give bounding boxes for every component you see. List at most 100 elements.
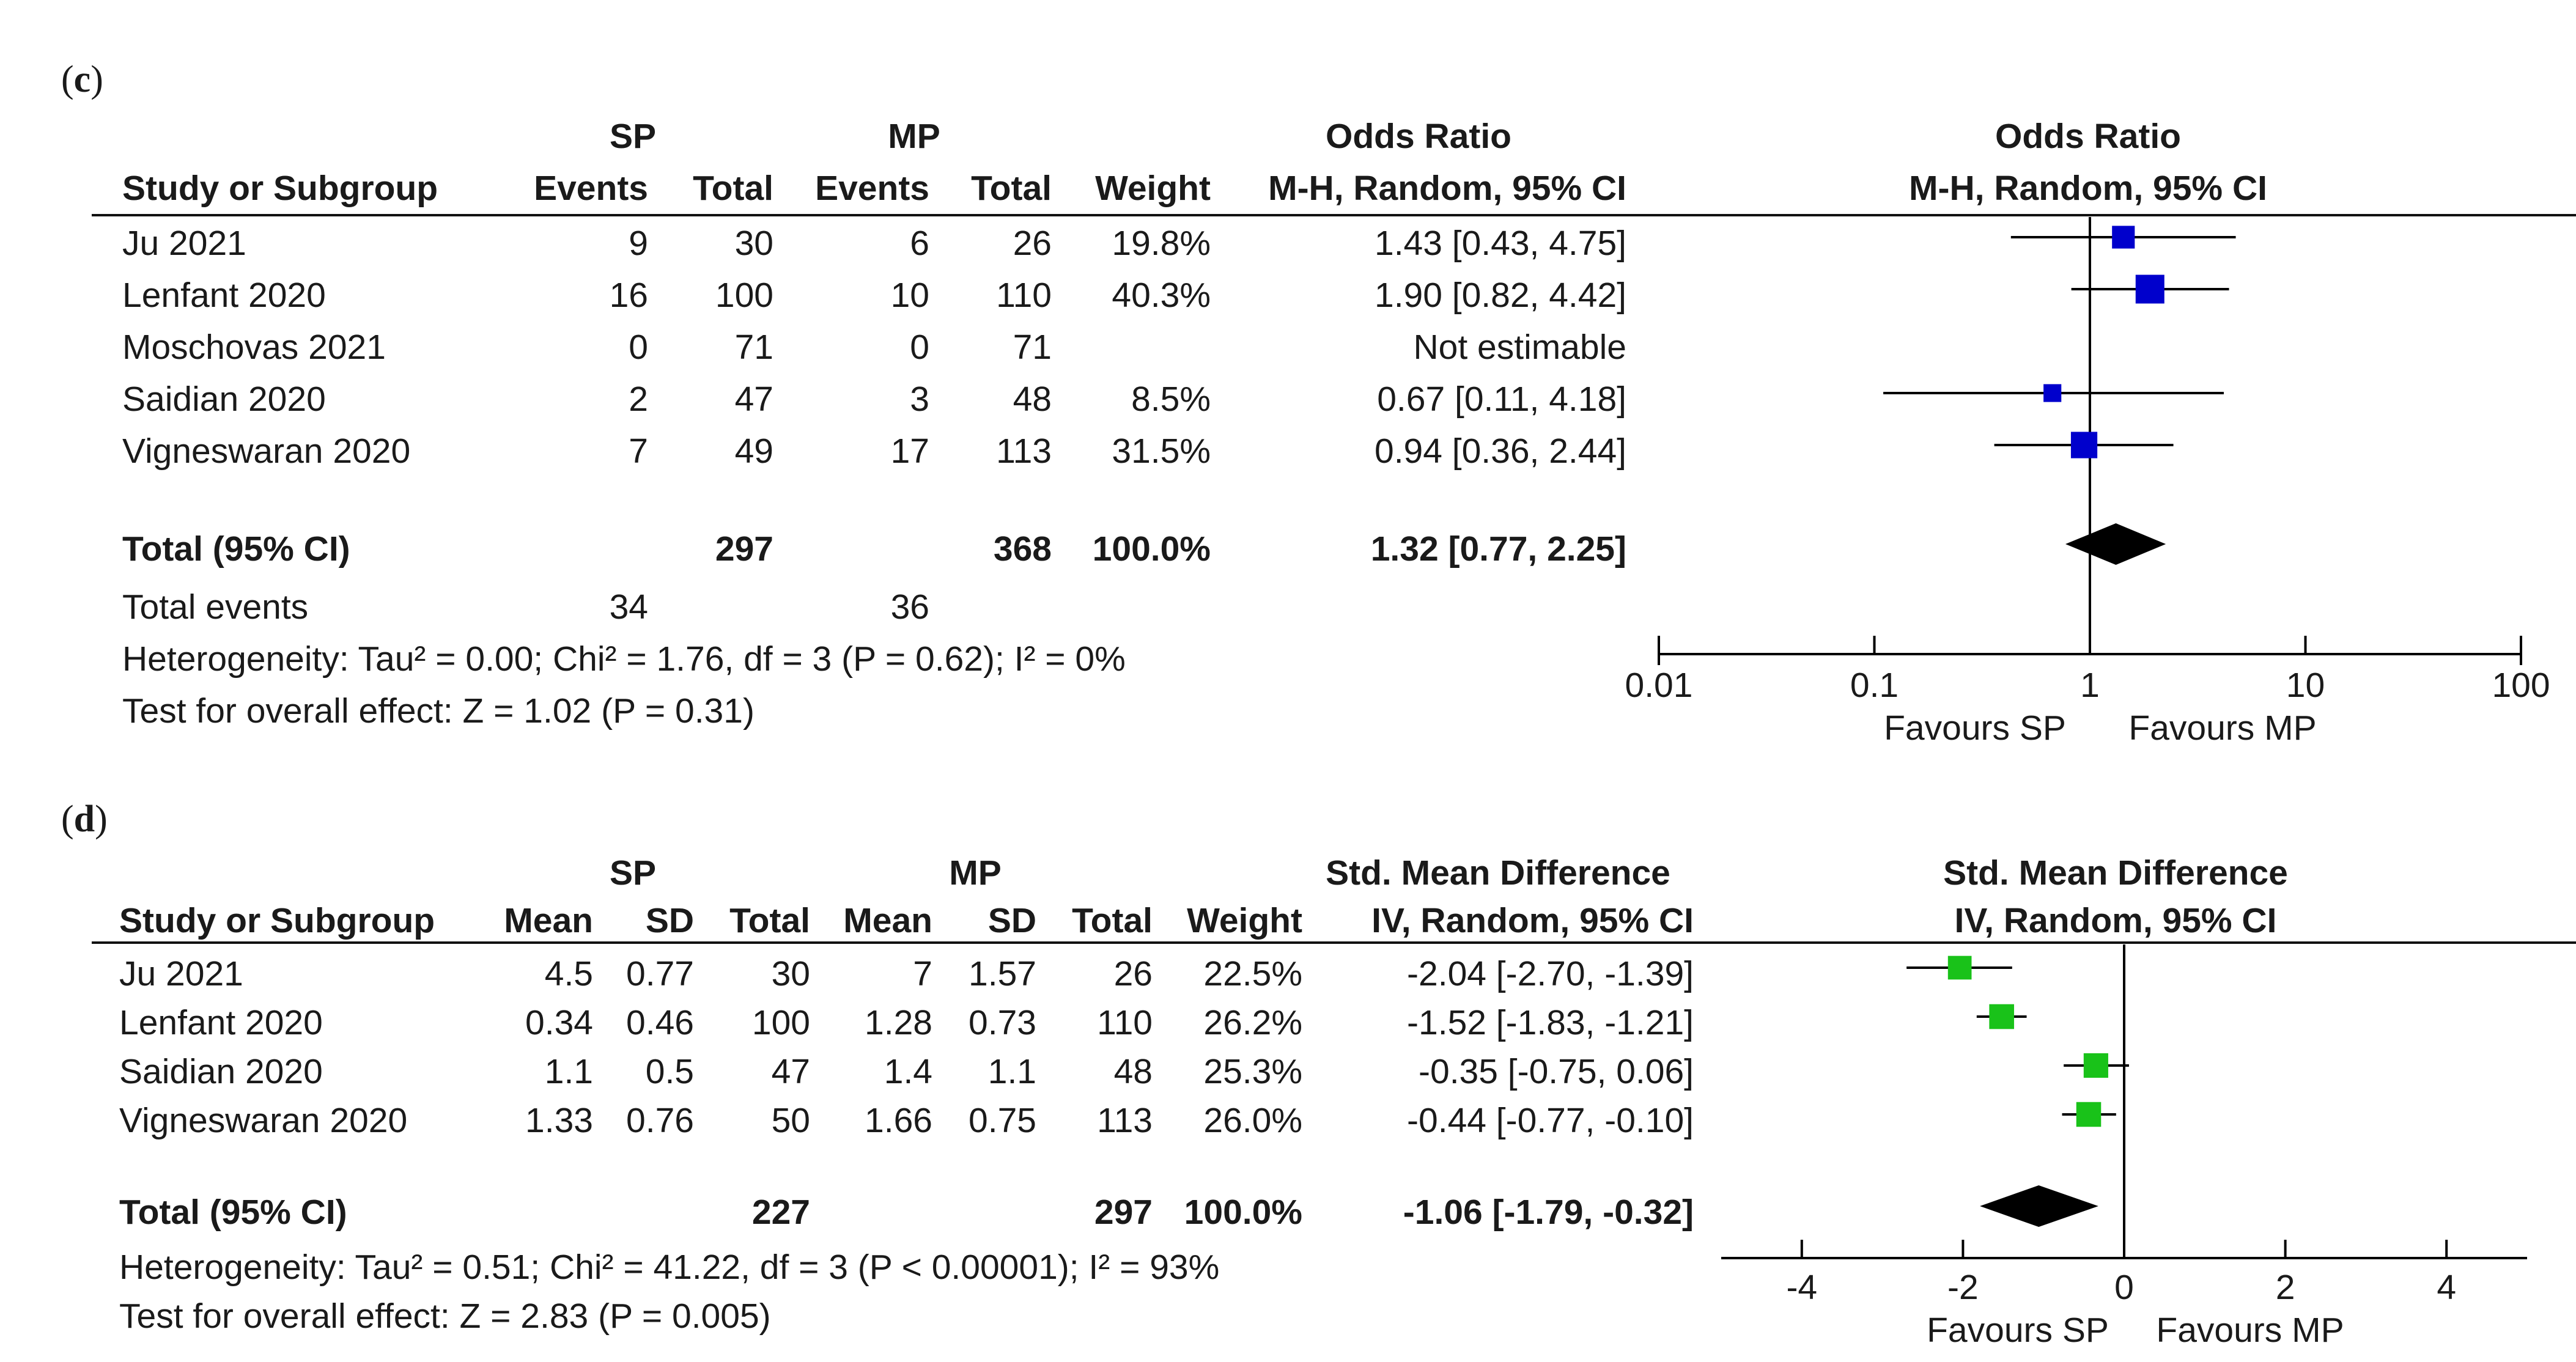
c-row-n2: 71 xyxy=(1013,328,1052,367)
c-effect-method: M-H, Random, 95% CI xyxy=(1268,169,1626,208)
d-row-weight: 26.0% xyxy=(1203,1101,1302,1140)
d-col-mean-1: Mean xyxy=(504,901,593,940)
c-row-n1: 30 xyxy=(734,224,773,263)
d-row-n2: 113 xyxy=(1097,1101,1153,1140)
c-row-n1: 49 xyxy=(734,432,773,471)
favours-left-label: Favours SP xyxy=(1927,1311,2109,1350)
c-plot-method: M-H, Random, 95% CI xyxy=(1909,169,2267,208)
d-row-weight: 26.2% xyxy=(1203,1003,1302,1042)
d-row-n1: 47 xyxy=(771,1052,810,1091)
d-row-n2: 110 xyxy=(1097,1003,1153,1042)
c-total-weight: 100.0% xyxy=(1092,529,1211,569)
tick-label: 1 xyxy=(2080,666,2100,705)
d-row-s1: 0.46 xyxy=(626,1003,694,1042)
tick-label: -4 xyxy=(1786,1268,1817,1307)
c-events-e1: 34 xyxy=(609,587,648,627)
d-col-weight: Weight xyxy=(1187,901,1302,940)
c-row-e1: 9 xyxy=(629,224,648,263)
d-row-s2: 1.1 xyxy=(987,1052,1036,1091)
panel-d-label: (d) xyxy=(61,798,108,840)
c-row-weight: 31.5% xyxy=(1112,432,1211,471)
c-row-study: Ju 2021 xyxy=(122,224,246,263)
d-row-ci: -1.52 [-1.83, -1.21] xyxy=(1407,1003,1694,1042)
c-row-study: Lenfant 2020 xyxy=(122,276,326,315)
d-plot-method: IV, Random, 95% CI xyxy=(1954,901,2277,940)
c-row-study: Moschovas 2021 xyxy=(122,328,386,367)
panel-c-label: (c) xyxy=(61,59,103,100)
d-effect-method: IV, Random, 95% CI xyxy=(1371,901,1694,940)
c-overall-effect: Test for overall effect: Z = 1.02 (P = 0… xyxy=(122,691,755,731)
c-row-ci: 1.90 [0.82, 4.42] xyxy=(1375,276,1626,315)
c-row-e1: 0 xyxy=(629,328,648,367)
d-row-s1: 0.76 xyxy=(626,1101,694,1140)
d-row-s2: 0.73 xyxy=(969,1003,1036,1042)
d-col-mean-2: Mean xyxy=(843,901,932,940)
study-marker xyxy=(1989,1004,2014,1029)
pooled-diamond xyxy=(1980,1185,2098,1227)
favours-left-label: Favours SP xyxy=(1884,709,2066,748)
favours-right-label: Favours MP xyxy=(2128,709,2316,748)
d-row-s1: 0.77 xyxy=(626,954,694,993)
tick-label: 4 xyxy=(2437,1268,2456,1307)
d-col-total-1: Total xyxy=(729,901,810,940)
d-row-m1: 1.1 xyxy=(544,1052,593,1091)
c-heterogeneity: Heterogeneity: Tau² = 0.00; Chi² = 1.76,… xyxy=(122,639,1126,679)
c-row-ci: Not estimable xyxy=(1413,328,1627,367)
c-header-rule xyxy=(92,214,2576,216)
c-total-ci: 1.32 [0.77, 2.25] xyxy=(1370,529,1626,569)
d-row-m2: 1.4 xyxy=(884,1052,932,1091)
c-row-study: Vigneswaran 2020 xyxy=(122,432,411,471)
c-row-weight: 8.5% xyxy=(1131,380,1211,419)
d-row-n2: 26 xyxy=(1113,954,1153,993)
study-marker xyxy=(1947,955,1972,980)
d-row-ci: -2.04 [-2.70, -1.39] xyxy=(1407,954,1694,993)
study-marker xyxy=(2076,1102,2102,1127)
c-row-weight: 19.8% xyxy=(1112,224,1211,263)
d-effect-title: Std. Mean Difference xyxy=(1326,853,1670,893)
c-row-ci: 0.94 [0.36, 2.44] xyxy=(1375,432,1626,471)
d-col-sd-2: SD xyxy=(987,901,1036,940)
d-row-study: Ju 2021 xyxy=(119,954,243,993)
c-row-e1: 2 xyxy=(629,380,648,419)
c-row-ci: 1.43 [0.43, 4.75] xyxy=(1375,224,1626,263)
c-row-n1: 47 xyxy=(734,380,773,419)
d-col-total-2: Total xyxy=(1072,901,1153,940)
d-row-n1: 50 xyxy=(771,1101,810,1140)
d-row-study: Vigneswaran 2020 xyxy=(119,1101,408,1140)
tick-label: 0.01 xyxy=(1625,666,1693,705)
d-total-label: Total (95% CI) xyxy=(119,1193,347,1232)
study-marker xyxy=(2135,274,2165,304)
d-row-n2: 48 xyxy=(1113,1052,1153,1091)
d-row-study: Saidian 2020 xyxy=(119,1052,323,1091)
c-group2-header: MP xyxy=(888,117,940,156)
d-row-study: Lenfant 2020 xyxy=(119,1003,323,1042)
d-row-n1: 100 xyxy=(751,1003,810,1042)
c-plot-title: Odds Ratio xyxy=(1995,117,2181,156)
d-row-m2: 7 xyxy=(913,954,932,993)
c-group1-header: SP xyxy=(609,117,657,156)
c-row-e2: 3 xyxy=(910,380,929,419)
d-plot-title: Std. Mean Difference xyxy=(1943,853,2288,893)
study-marker xyxy=(2043,384,2062,402)
d-row-m2: 1.66 xyxy=(865,1101,932,1140)
c-events-label: Total events xyxy=(122,587,309,627)
tick-label: 2 xyxy=(2276,1268,2295,1307)
c-total-label: Total (95% CI) xyxy=(122,529,350,569)
d-total-n1: 227 xyxy=(751,1193,810,1232)
tick-label: -2 xyxy=(1947,1268,1979,1307)
study-marker xyxy=(2083,1053,2108,1078)
c-events-e2: 36 xyxy=(890,587,929,627)
c-col-events-1: Events xyxy=(534,169,648,208)
d-total-weight: 100.0% xyxy=(1184,1193,1302,1232)
d-row-m1: 4.5 xyxy=(544,954,593,993)
d-row-n1: 30 xyxy=(771,954,810,993)
c-row-n2: 110 xyxy=(996,276,1052,315)
c-row-study: Saidian 2020 xyxy=(122,380,326,419)
d-row-ci: -0.35 [-0.75, 0.06] xyxy=(1419,1052,1694,1091)
c-col-total-1: Total xyxy=(693,169,773,208)
c-row-n2: 113 xyxy=(996,432,1052,471)
d-group1-header: SP xyxy=(609,853,657,893)
c-row-e2: 0 xyxy=(910,328,929,367)
c-row-e1: 16 xyxy=(609,276,648,315)
